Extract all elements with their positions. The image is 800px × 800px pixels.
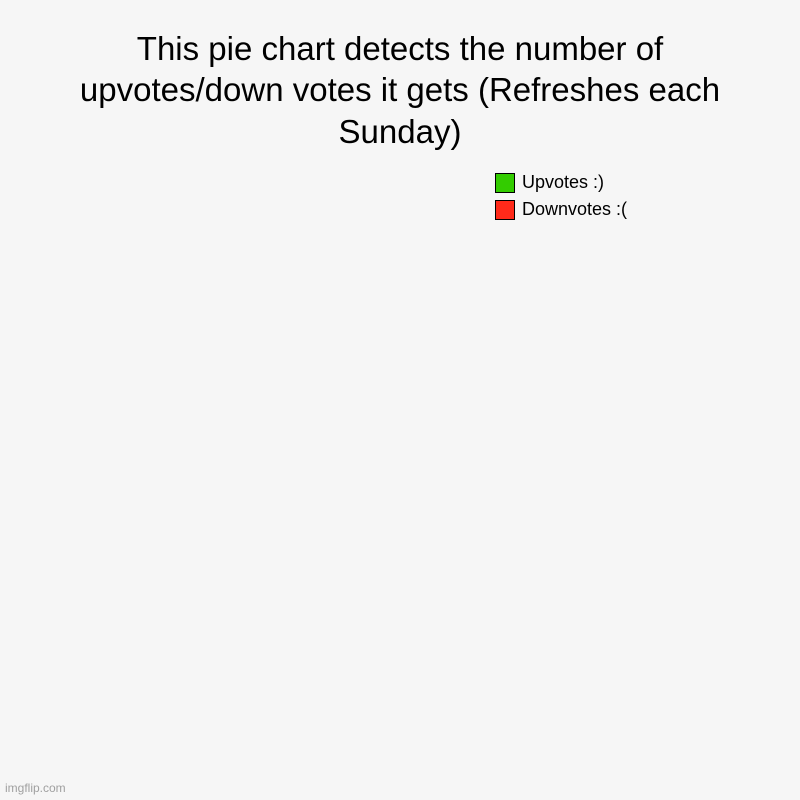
chart-container: This pie chart detects the number of upv… — [0, 0, 800, 800]
watermark: imgflip.com — [5, 781, 66, 795]
chart-title: This pie chart detects the number of upv… — [0, 0, 800, 152]
legend: Upvotes :) Downvotes :( — [495, 172, 627, 226]
legend-label: Upvotes :) — [522, 172, 604, 193]
legend-swatch-upvotes — [495, 173, 515, 193]
legend-label: Downvotes :( — [522, 199, 627, 220]
legend-swatch-downvotes — [495, 200, 515, 220]
legend-item: Downvotes :( — [495, 199, 627, 220]
legend-item: Upvotes :) — [495, 172, 627, 193]
